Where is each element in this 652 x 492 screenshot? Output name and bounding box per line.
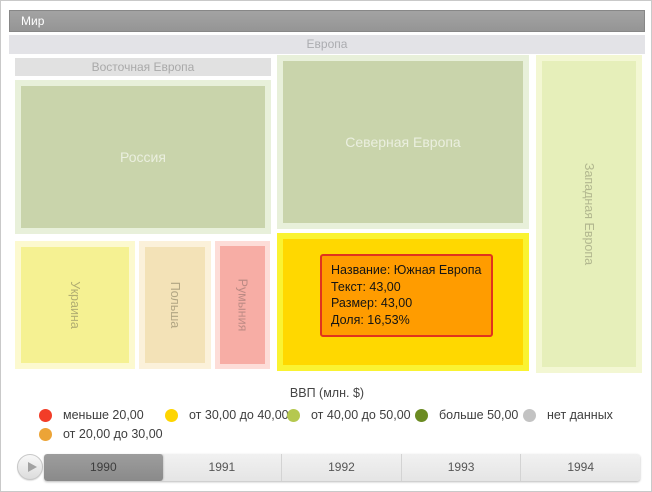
tooltip-share-line: Доля: 16,53% — [331, 312, 410, 327]
tooltip: Название: Южная Европа Текст: 43,00 Разм… — [320, 254, 493, 337]
legend-label: от 30,00 до 40,00 — [189, 408, 289, 422]
legend-label: меньше 20,00 — [63, 408, 144, 422]
legend-title: ВВП (млн. $) — [289, 386, 365, 400]
legend-item-no-data: нет данных — [523, 408, 613, 422]
legend-label: от 20,00 до 30,00 — [63, 427, 163, 441]
treemap-tile-poland[interactable]: Польша — [139, 241, 211, 369]
treemap-tile-ukraine[interactable]: Украина — [15, 241, 135, 369]
group-header-europe[interactable]: Европа — [9, 35, 645, 54]
group-header-eastern-europe[interactable]: Восточная Европа — [15, 58, 271, 76]
tile-label-northern-europe: Северная Европа — [345, 134, 461, 150]
tile-label-romania: Румыния — [235, 278, 250, 332]
tile-label-russia: Россия — [120, 149, 166, 165]
treemap-tile-russia[interactable]: Россия — [15, 80, 271, 234]
legend-item-40-50: от 40,00 до 50,00 — [287, 408, 411, 422]
breadcrumb-root[interactable]: Мир — [9, 10, 645, 32]
tile-label-poland: Польша — [167, 281, 182, 329]
legend-item-less-20: меньше 20,00 — [39, 408, 144, 422]
legend-label: нет данных — [547, 408, 613, 422]
tooltip-size-line: Размер: 43,00 — [331, 296, 413, 310]
legend-swatch-yellow — [165, 408, 178, 422]
tile-label-western-europe: Западная Европа — [582, 162, 596, 266]
timeline-year-1991[interactable]: 1991 — [163, 454, 283, 481]
tooltip-text-line: Текст: 43,00 — [331, 279, 401, 294]
legend-item-30-40: от 30,00 до 40,00 — [165, 408, 289, 422]
treemap-tile-romania[interactable]: Румыния — [215, 241, 270, 369]
play-button[interactable] — [17, 454, 43, 480]
timeline-year-1990[interactable]: 1990 — [44, 454, 163, 481]
legend-swatch-orange — [39, 427, 52, 441]
tile-label-ukraine: Украина — [68, 281, 82, 329]
legend-swatch-red — [39, 408, 52, 422]
timeline-year-1994[interactable]: 1994 — [567, 460, 595, 474]
legend-swatch-darkgreen — [415, 408, 428, 422]
tooltip-name-line: Название: Южная Европа — [331, 263, 482, 277]
legend-item-more-50: больше 50,00 — [415, 408, 518, 422]
treemap-tile-northern-europe[interactable]: Северная Европа — [277, 55, 529, 229]
legend-item-20-30: от 20,00 до 30,00 — [39, 427, 163, 441]
legend-swatch-yellowgreen — [287, 408, 300, 422]
legend-label: от 40,00 до 50,00 — [311, 408, 411, 422]
play-icon — [28, 462, 37, 472]
treemap-tile-western-europe[interactable]: Западная Европа — [536, 55, 642, 373]
timeline-year-1993[interactable]: 1993 — [402, 454, 522, 481]
timeline-year-1992[interactable]: 1992 — [282, 454, 402, 481]
timeline: 1990 1991 1992 1993 1994 — [44, 454, 640, 481]
legend-swatch-gray — [523, 408, 536, 422]
legend-label: больше 50,00 — [439, 408, 519, 422]
